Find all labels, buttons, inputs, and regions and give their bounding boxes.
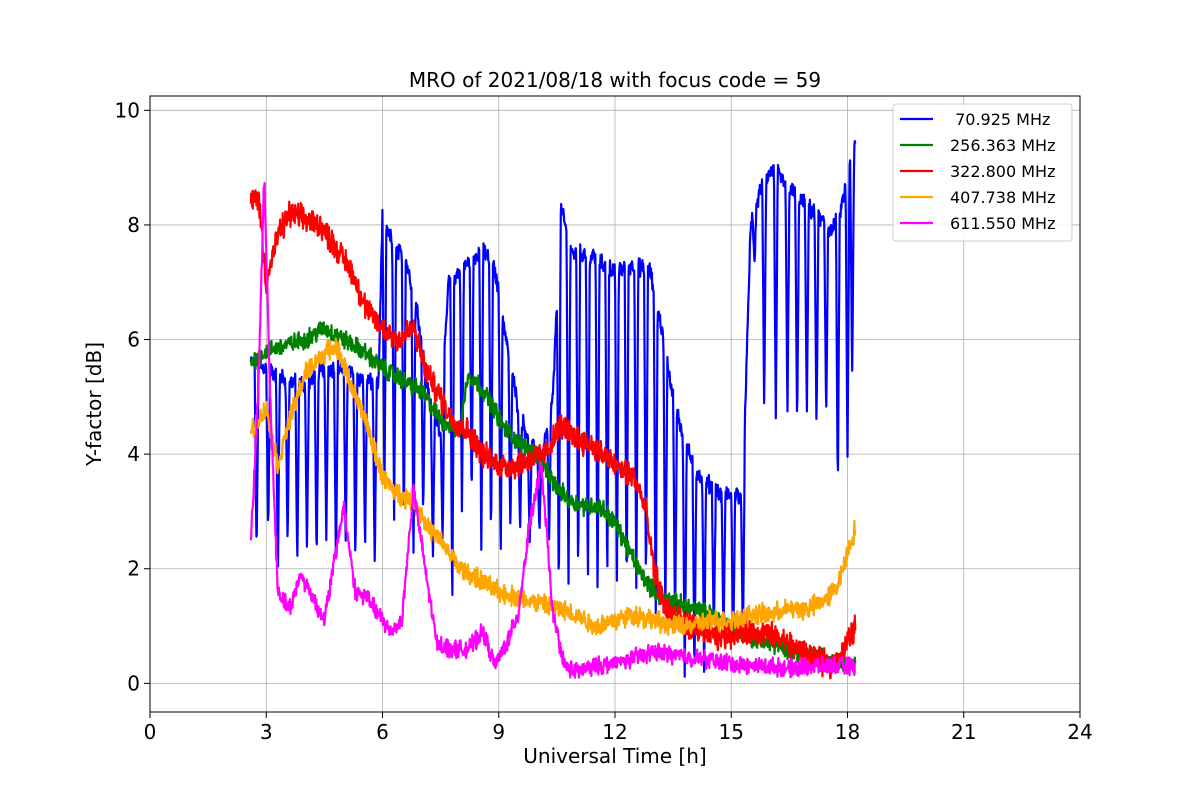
y-tick-label: 4: [127, 442, 140, 466]
series-line-3: [249, 189, 857, 680]
legend-label: 407.738 MHz: [950, 188, 1055, 207]
x-tick-label: 24: [1067, 720, 1092, 744]
legend-label: 70.925 MHz: [950, 110, 1050, 129]
y-tick-label: 2: [127, 557, 140, 581]
legend-box: [892, 103, 1073, 242]
x-tick-label: 18: [835, 720, 860, 744]
x-tick-label: 12: [602, 720, 627, 744]
x-axis-label: Universal Time [h]: [523, 744, 706, 768]
y-tick-label: 6: [127, 328, 140, 352]
x-tick-label: 3: [260, 720, 273, 744]
y-axis-label: Y-factor [dB]: [82, 342, 106, 467]
legend-label: 611.550 MHz: [950, 214, 1055, 233]
x-tick-label: 15: [719, 720, 744, 744]
series-line-5: [249, 182, 856, 679]
x-tick-label: 6: [376, 720, 389, 744]
x-tick-label: 21: [951, 720, 976, 744]
y-tick-label: 0: [127, 671, 140, 695]
x-tick-label: 0: [144, 720, 157, 744]
y-tick-label: 10: [115, 98, 140, 122]
x-tick-label: 9: [492, 720, 505, 744]
y-tick-label: 8: [127, 213, 140, 237]
chart-title: MRO of 2021/08/18 with focus code = 59: [409, 68, 821, 92]
series-layer: [249, 140, 857, 680]
legend-label: 256.363 MHz: [950, 136, 1055, 155]
legend-label: 322.800 MHz: [950, 162, 1055, 181]
legend: 70.925 MHz 256.363 MHz 322.800 MHz 407.738 …: [892, 103, 1073, 242]
series-line-1: [249, 140, 857, 678]
